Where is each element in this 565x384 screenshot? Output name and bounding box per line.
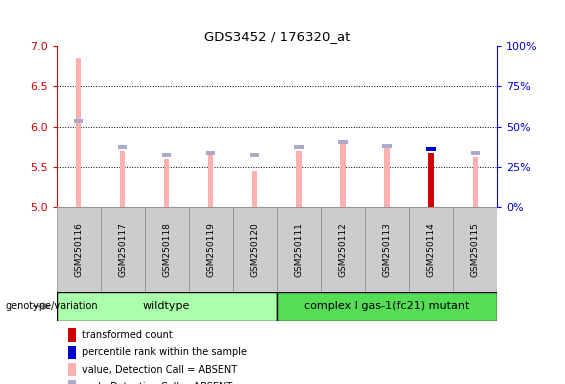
Bar — [471, 151, 480, 155]
Text: GSM250119: GSM250119 — [206, 222, 215, 277]
Text: value, Detection Call = ABSENT: value, Detection Call = ABSENT — [82, 364, 237, 375]
Text: rank, Detection Call = ABSENT: rank, Detection Call = ABSENT — [82, 382, 232, 384]
Text: complex I gas-1(fc21) mutant: complex I gas-1(fc21) mutant — [305, 301, 470, 311]
Bar — [277, 292, 497, 321]
Bar — [340, 141, 346, 207]
Text: GSM250114: GSM250114 — [427, 222, 436, 277]
Text: GSM250111: GSM250111 — [294, 222, 303, 277]
Bar — [296, 151, 302, 207]
Bar — [409, 207, 453, 292]
Bar — [56, 292, 277, 321]
Bar — [427, 147, 436, 151]
Bar — [365, 207, 409, 292]
Text: GSM250116: GSM250116 — [74, 222, 83, 277]
Bar — [101, 207, 145, 292]
Bar — [74, 119, 83, 123]
Bar — [56, 207, 101, 292]
Bar — [277, 207, 321, 292]
Text: GSM250120: GSM250120 — [250, 222, 259, 277]
Text: GSM250118: GSM250118 — [162, 222, 171, 277]
Bar — [453, 207, 497, 292]
Text: GSM250112: GSM250112 — [338, 222, 347, 277]
Bar — [206, 151, 215, 155]
Text: percentile rank within the sample: percentile rank within the sample — [82, 347, 247, 358]
Bar — [118, 145, 127, 149]
Bar — [250, 153, 259, 157]
Bar — [189, 207, 233, 292]
Bar — [233, 207, 277, 292]
Bar — [252, 171, 258, 207]
Text: GSM250115: GSM250115 — [471, 222, 480, 277]
Bar — [162, 152, 171, 157]
Bar — [383, 144, 392, 149]
Bar — [472, 157, 478, 207]
Bar — [294, 145, 303, 149]
Bar — [321, 207, 365, 292]
Bar — [428, 152, 434, 207]
Text: GSM250113: GSM250113 — [383, 222, 392, 277]
Bar — [208, 155, 214, 207]
Bar — [338, 141, 347, 144]
Text: GSM250117: GSM250117 — [118, 222, 127, 277]
Bar — [145, 207, 189, 292]
Bar — [76, 58, 81, 207]
Text: genotype/variation: genotype/variation — [6, 301, 98, 311]
Text: transformed count: transformed count — [82, 330, 173, 340]
Bar — [384, 147, 390, 207]
Title: GDS3452 / 176320_at: GDS3452 / 176320_at — [203, 30, 350, 43]
Bar — [164, 159, 170, 207]
Bar — [120, 151, 125, 207]
Text: wildtype: wildtype — [143, 301, 190, 311]
